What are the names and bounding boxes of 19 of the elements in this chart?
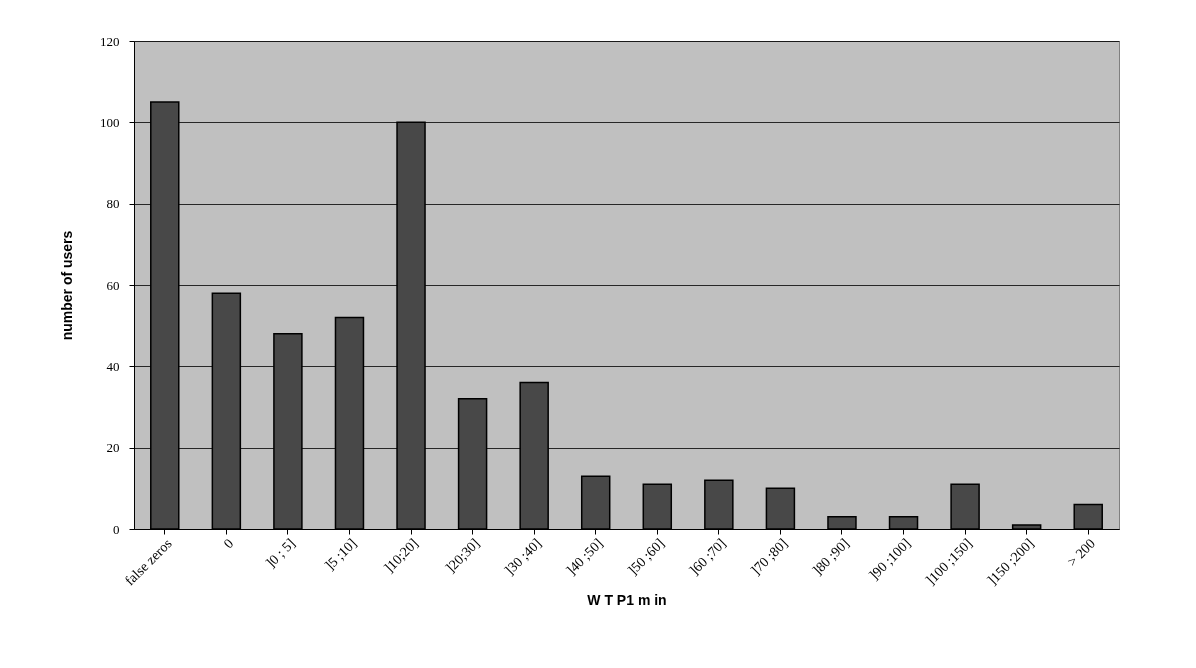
x-tick-label: ]60 ;70] (686, 535, 729, 579)
x-tick-label: ]70 ;80] (748, 535, 791, 579)
x-tick-label: ]30 ;40] (501, 535, 545, 579)
x-tick-label: ]50 ;60] (624, 535, 668, 579)
x-tick-label: 0 (220, 535, 237, 552)
x-axis-title: W T P1 m in (587, 592, 667, 609)
y-tick-label: 80 (106, 196, 120, 212)
x-tick-label: ]80 ;90] (809, 535, 852, 579)
x-tick-label: ]40 ;50] (563, 535, 606, 579)
y-tick-label: 60 (106, 277, 120, 293)
x-tick-label: ]0 ; 5] (263, 535, 298, 571)
y-tick-label: 120 (100, 33, 120, 49)
x-tick-label: > 200 (1064, 535, 1099, 570)
y-tick-label: 20 (106, 440, 120, 456)
y-tick-label: 0 (113, 521, 120, 537)
y-axis-title: number of users (59, 230, 75, 341)
x-tick-label: ]5 ;10] (322, 535, 360, 574)
y-tick-label: 100 (100, 114, 120, 130)
y-tick-label: 40 (106, 358, 120, 374)
